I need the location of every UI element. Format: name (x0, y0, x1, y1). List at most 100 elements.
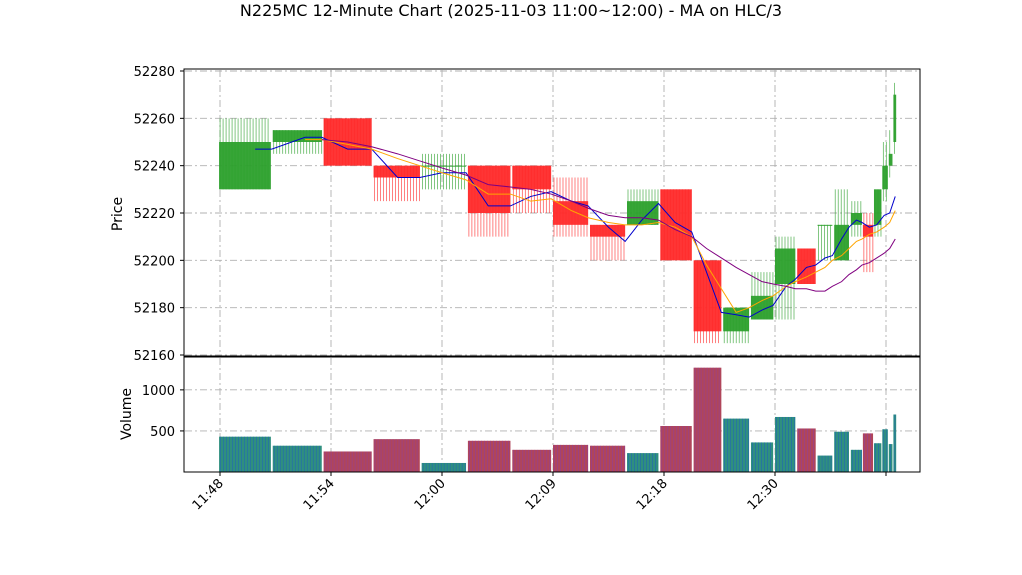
volume-bar-fill (323, 451, 372, 472)
moving-average-line (321, 139, 896, 292)
candle-body (797, 248, 816, 284)
volume-bar (850, 449, 862, 472)
volume-bar (219, 436, 271, 472)
volume-bar-fill (888, 444, 893, 472)
volume-bar (693, 367, 722, 472)
volume-bar (323, 451, 372, 472)
volume-bar (627, 453, 659, 472)
volume-bar (421, 462, 467, 472)
price-tick-label: 52240 (134, 160, 175, 175)
candle (660, 189, 692, 261)
time-tick-label: 12:09 (523, 476, 560, 513)
price-frame (183, 68, 921, 357)
volume-bar-fill (750, 442, 774, 472)
price-tick-label: 52180 (134, 302, 175, 317)
volume-bar (373, 439, 420, 472)
volume-bar (797, 428, 816, 472)
volume-bar-fill (797, 428, 816, 472)
candle (512, 165, 552, 213)
candle-wick (863, 213, 874, 273)
price-plot (219, 82, 897, 344)
time-tick-label: 11:54 (301, 476, 338, 513)
moving-average-line (305, 139, 896, 314)
volume-bar (750, 442, 774, 472)
volume-bar (817, 455, 833, 472)
volume-bar-fill (882, 429, 888, 472)
candle-body (421, 165, 467, 167)
volume-bar (512, 449, 552, 472)
candle-body (850, 213, 862, 225)
candle (219, 118, 271, 190)
candle (373, 165, 420, 202)
volume-bar (723, 418, 750, 472)
volume-frame (183, 356, 921, 473)
candle-body (817, 224, 833, 226)
volume-bar-fill (693, 367, 722, 472)
candle (850, 201, 862, 237)
volume-bar (834, 431, 849, 472)
candle-body (467, 165, 511, 213)
volume-bar (893, 414, 897, 472)
volume-bar-fill (553, 444, 589, 472)
candle-body (893, 94, 897, 142)
volume-bar-fill (723, 418, 750, 472)
price-axis-ticks: 52160 52180 52200 52220 52240 52260 52280 (134, 65, 184, 364)
volume-bar-fill (850, 449, 862, 472)
volume-bar (775, 416, 796, 472)
candle-body (775, 248, 796, 284)
time-tick-label: 12:30 (745, 476, 782, 513)
candle-body (750, 295, 774, 320)
volume-bar-fill (467, 440, 511, 472)
candle (750, 272, 774, 320)
volume-bar-fill (627, 453, 659, 472)
volume-bar-fill (590, 445, 626, 472)
candle (467, 165, 511, 237)
time-tick-label: 11:48 (190, 476, 227, 513)
time-tick-label: 12:00 (412, 476, 449, 513)
time-tick-label: 12:18 (634, 476, 671, 513)
volume-bar (467, 440, 511, 472)
candle-body (862, 224, 874, 237)
volume-tick-label: 1000 (142, 384, 175, 399)
candle-body (219, 142, 271, 190)
candle-body (693, 260, 722, 332)
candle (817, 224, 833, 261)
candle (882, 142, 888, 202)
candle (693, 260, 722, 344)
volume-bar-fill (373, 439, 420, 472)
price-tick-label: 52260 (134, 112, 175, 127)
moving-average-line (255, 136, 896, 318)
candle (834, 189, 849, 261)
price-tick-label: 52160 (134, 349, 175, 364)
candle-body (590, 224, 626, 237)
candle (590, 224, 626, 261)
candle (862, 213, 874, 273)
candle-body (373, 165, 420, 178)
volume-bar (888, 444, 893, 472)
candle-body (888, 153, 893, 166)
volume-axis-label: Volume (119, 388, 135, 440)
candle-wick (818, 224, 831, 261)
candle-body (723, 307, 750, 332)
candle (272, 130, 323, 154)
price-tick-label: 52280 (134, 65, 175, 80)
volume-bar (882, 429, 888, 472)
volume-plot (219, 367, 897, 472)
volume-bar (590, 445, 626, 472)
volume-bar (873, 443, 882, 472)
volume-bar-fill (873, 443, 882, 472)
candle (893, 82, 897, 154)
candle-body (512, 165, 552, 190)
time-axis-ticks: 11:48 11:54 12:00 12:09 12:18 12:30 (190, 472, 887, 513)
price-grid (185, 70, 919, 356)
price-tick-label: 52220 (134, 207, 175, 222)
candle (888, 130, 893, 178)
volume-bar-fill (421, 462, 467, 472)
candle-body (553, 201, 589, 225)
volume-bar-fill (660, 426, 692, 472)
candle-body (627, 201, 659, 225)
volume-axis-ticks: 500 1000 (142, 384, 184, 440)
candle (775, 236, 796, 320)
volume-bar (553, 444, 589, 472)
